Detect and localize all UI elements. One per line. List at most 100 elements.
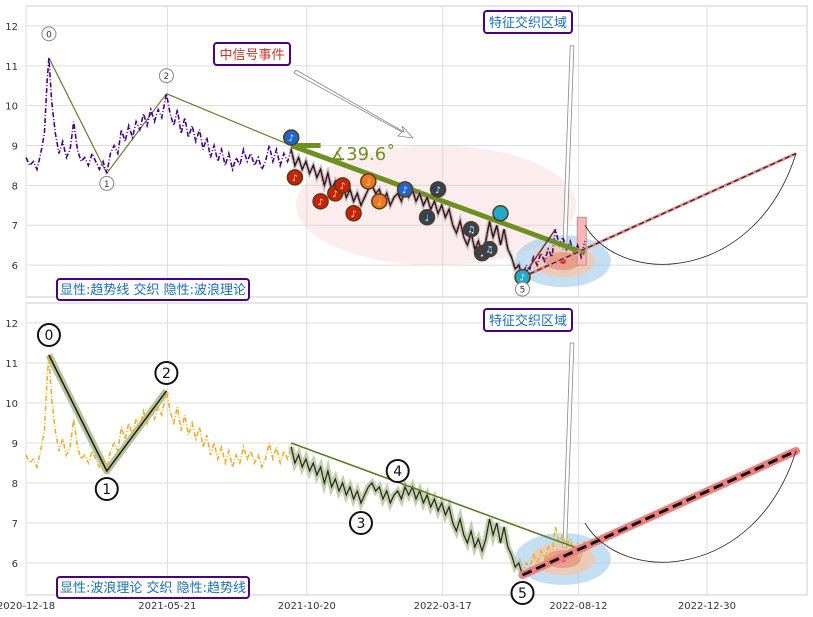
x-tick-label: 2022-03-17: [414, 601, 472, 612]
projection-arc-top: [584, 153, 797, 265]
wave-label-text-b: 2: [162, 366, 171, 382]
y-tick-label: 11: [5, 62, 18, 73]
event-marker: ♪: [429, 181, 447, 198]
event-marker-dot: [371, 193, 388, 210]
event-marker-dot: [429, 181, 447, 198]
event-marker-dot: [418, 209, 436, 226]
top-wave-labels: 0 1 2 5: [41, 26, 530, 297]
zone-pointer: [562, 45, 575, 250]
wave-label-circle: [99, 175, 115, 191]
wave-line-top-b: [166, 93, 292, 147]
event-marker-glyph: ♩: [425, 214, 429, 224]
wave-label-text: 0: [46, 30, 52, 40]
wave-label-text-b: 3: [357, 516, 366, 532]
y-tick-label: 10: [5, 399, 18, 410]
event-marker-dot: [492, 205, 509, 222]
event-marker-glyph: ♪: [435, 186, 441, 196]
event-marker-glyph: ♩: [480, 250, 484, 260]
event-marker-dot: [334, 177, 351, 194]
wave-label-top: 5: [514, 281, 530, 297]
event-marker-glyph: ♪: [332, 190, 338, 200]
y-tick-label: 12: [5, 22, 18, 33]
event-marker-glyph: ♩: [377, 198, 381, 208]
wave-label-circle-b: [385, 459, 410, 483]
event-label-box: 中信号事件: [213, 42, 291, 66]
y-tick-label: 8: [12, 181, 18, 192]
event-marker-glyph: ♪: [292, 174, 298, 184]
wave-label-text: 5: [520, 286, 526, 296]
top-legend-box: 显性:趋势线 交织 隐性:波浪理论: [56, 278, 250, 301]
rebound-line-top: [521, 228, 557, 278]
projection-dash-b: [521, 449, 797, 577]
top-event-markers: ♪♪♪♪♪♪♩♩♪♩♪♫♩ ♫♪: [282, 129, 531, 286]
price-band-rect: [576, 216, 587, 266]
event-marker-dot: [282, 129, 300, 146]
projection-dash-top: [522, 152, 797, 278]
event-marker: ♩: [360, 173, 377, 190]
event-marker-dot: [345, 205, 362, 222]
event-marker-dot: [286, 169, 304, 186]
event-marker: ♩: [418, 209, 436, 226]
wave-label-bottom: 2: [154, 361, 179, 385]
top-panel-frame: [25, 5, 808, 298]
event-marker-glyph: ♪: [402, 186, 408, 196]
event-marker: ♪: [312, 193, 329, 210]
wave-label-text: 1: [104, 180, 110, 190]
wave-label-text-b: 5: [518, 586, 527, 602]
wave-label-bottom: 5: [510, 581, 535, 605]
trendline-upper: [290, 143, 586, 256]
wave-label-circle-b: [510, 581, 535, 605]
event-marker-glyph: ♩: [366, 178, 370, 188]
top-legend: 显性:趋势线 交织 隐性:波浪理论: [60, 282, 246, 298]
event-marker-dot: [462, 220, 480, 238]
event-marker: ♪: [396, 181, 414, 198]
event-arrow: [293, 69, 415, 139]
y-tick-label: 6: [12, 261, 18, 272]
event-marker-dot: [396, 181, 414, 198]
event-marker: ♪: [282, 129, 300, 146]
wave-label-circle: [41, 26, 57, 42]
wave-label-text-b: 4: [393, 464, 402, 480]
wave-label-circle: [158, 68, 174, 84]
bottom-legend-box: 显性:波浪理论 交织 隐性:趋势线: [56, 576, 250, 599]
event-marker: ♪: [345, 205, 362, 222]
event-marker-glyph: ♪: [288, 134, 294, 144]
trendline-upper-b: [290, 442, 586, 552]
y-tick-label: 8: [12, 479, 18, 490]
event-marker-dot: [360, 173, 377, 190]
wave-label-circle-b: [36, 323, 61, 347]
event-marker-glyph: ♪: [340, 182, 346, 192]
bottom-series: [25, 353, 800, 579]
event-marker-glyph: ♫: [485, 246, 493, 256]
wave-label-circle-b: [154, 361, 179, 385]
top-zone-label: 特征交织区域: [489, 15, 567, 31]
zone-pointer-b: [562, 342, 575, 548]
event-marker: ♫: [481, 240, 498, 258]
y-tick-label: 11: [5, 359, 18, 370]
wave-label-bottom: 4: [385, 459, 410, 483]
bottom-legend: 显性:波浪理论 交织 隐性:趋势线: [60, 580, 246, 596]
top-zone-label-box: 特征交织区域: [483, 10, 573, 34]
wave-line-bottom: [48, 354, 167, 473]
y-tick-label: 10: [5, 102, 18, 113]
event-marker-dot: [312, 193, 329, 210]
bottom-wave-labels: 0 1 2 3 4 5: [36, 323, 535, 605]
angle-label: ∡39.6˚: [330, 144, 395, 165]
event-marker-glyph: ♪: [351, 210, 357, 220]
event-marker: ♪: [334, 177, 351, 194]
wave-label-text-b: 1: [102, 482, 111, 498]
event-marker: ♫: [462, 220, 480, 238]
event-marker: ♪: [514, 268, 531, 286]
top-y-ticks: 6 7 8 9 10 11 12: [5, 22, 18, 272]
wave-label-top: 2: [158, 68, 174, 84]
event-marker-glyph: ♫: [467, 226, 475, 236]
bottom-panel-frame: [25, 302, 808, 596]
x-tick-label: 2021-10-20: [278, 601, 336, 612]
x-tick-label: 2020-12-18: [0, 601, 55, 612]
y-tick-label: 7: [12, 519, 18, 530]
wave-label-text: 2: [164, 72, 170, 82]
wave-label-top: 1: [99, 175, 115, 191]
